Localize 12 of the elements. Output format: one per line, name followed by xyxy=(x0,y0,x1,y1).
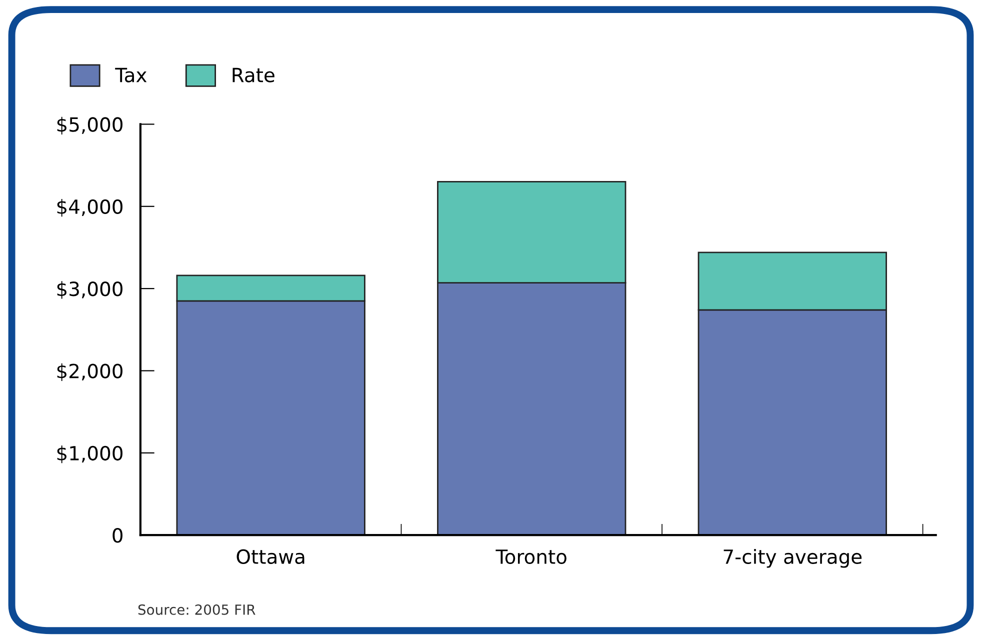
x-tick-label: Ottawa xyxy=(236,549,304,564)
y-tick-label: 0 xyxy=(112,528,122,543)
x-tick-label: 7-city average xyxy=(724,548,862,568)
y-tick-label: $5,000 xyxy=(57,116,122,134)
source-note: Source: 2005 FIR xyxy=(138,604,256,615)
y-tick-label: $3,000 xyxy=(57,281,122,299)
y-tick-label: $4,000 xyxy=(57,199,122,217)
legend-label: Tax xyxy=(115,68,147,82)
legend-label: Rate xyxy=(232,68,274,82)
y-tick-label: $2,000 xyxy=(57,363,122,381)
y-tick-label: $1,000 xyxy=(57,446,122,464)
x-tick-label: Toronto xyxy=(496,550,566,564)
